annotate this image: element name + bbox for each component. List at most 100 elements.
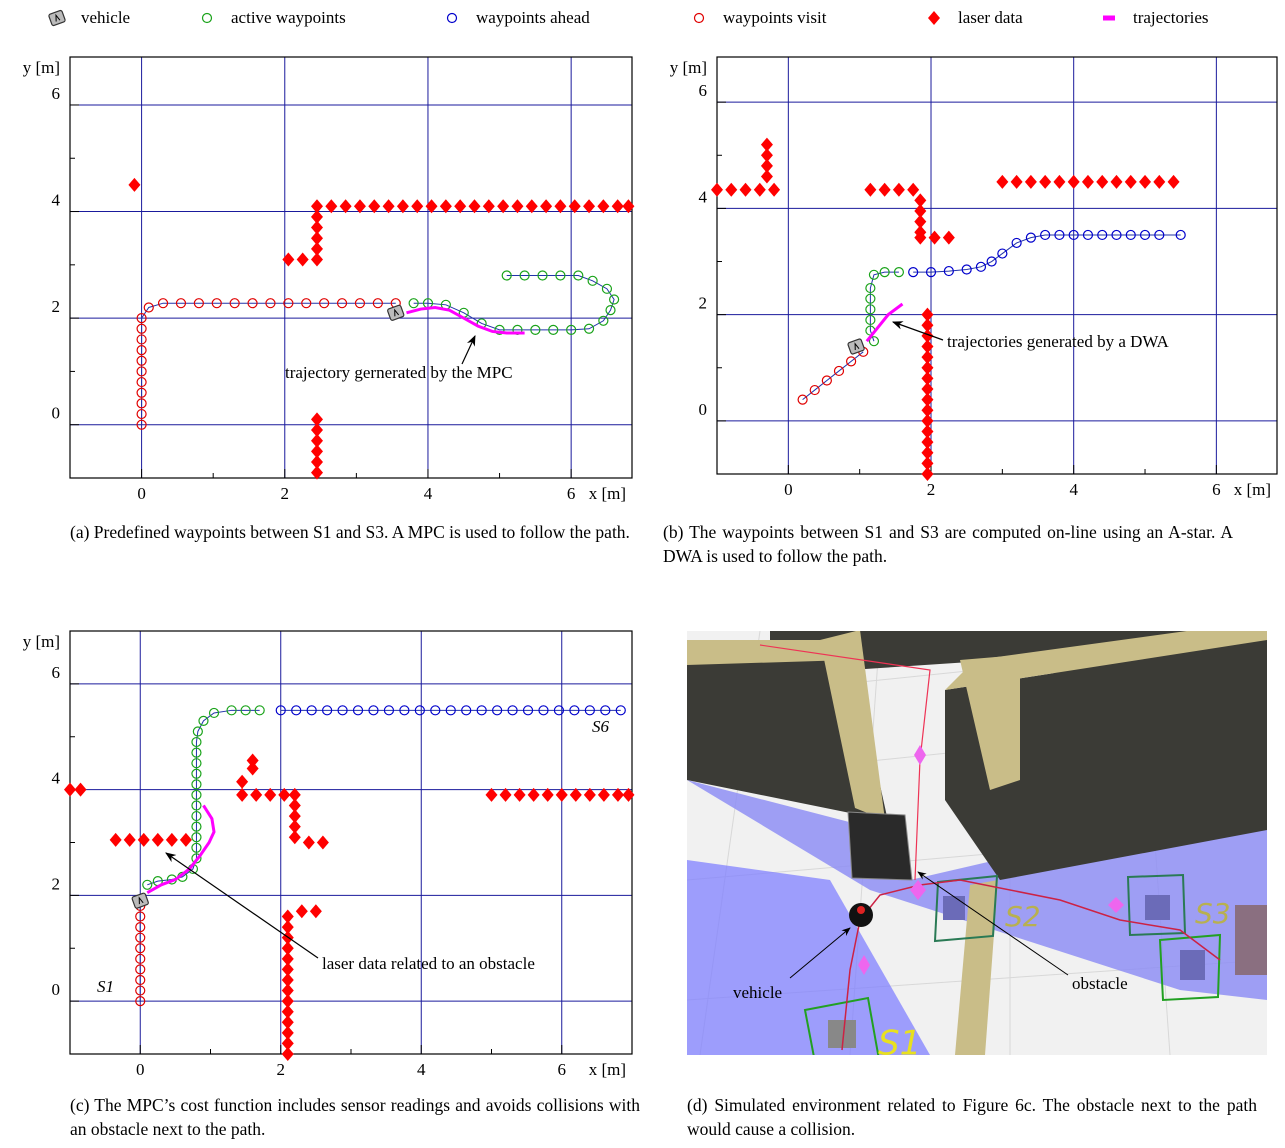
y-tick-label: 2	[52, 874, 61, 893]
annotation: obstacle	[1072, 974, 1128, 993]
caption: (a) Predefined waypoints between S1 and …	[70, 520, 640, 544]
laser-point	[289, 830, 301, 844]
y-tick-label: 4	[52, 769, 61, 788]
x-tick-label: 4	[1069, 480, 1078, 499]
x-tick-label: 0	[137, 484, 146, 503]
caption: (c) The MPC’s cost function includes sen…	[70, 1093, 640, 1141]
plot-frame	[717, 57, 1277, 474]
caption: (d) Simulated environment related to Fig…	[687, 1093, 1257, 1141]
laser-point	[138, 833, 150, 847]
laser-point	[907, 183, 919, 197]
laser-point	[921, 308, 933, 322]
laser-point	[1110, 175, 1122, 189]
waypoint	[695, 14, 704, 23]
waypoint	[203, 14, 212, 23]
y-tick-label: 0	[52, 980, 61, 999]
y-tick-label: 6	[52, 84, 61, 103]
laser-point	[928, 11, 940, 25]
figure: vehicle obstacle S1 S2 S3 vehicleactive …	[0, 0, 1285, 1148]
waypoint-label: S1	[878, 1024, 921, 1064]
laser-point	[152, 833, 164, 847]
plot-frame	[70, 57, 632, 478]
laser-point	[1025, 175, 1037, 189]
waypoint-label: S2	[1005, 900, 1041, 933]
vehicle	[48, 10, 65, 26]
laser-point	[180, 833, 192, 847]
y-tick-label: 0	[699, 400, 708, 419]
laser-point	[1082, 175, 1094, 189]
annotation: laser data related to an obstacle	[322, 954, 535, 973]
annotation: trajectory gernerated by the MPC	[285, 363, 513, 382]
vehicle-body	[48, 10, 65, 26]
x-axis-label: x [m]	[589, 484, 626, 503]
legend-label: waypoints visit	[723, 8, 827, 27]
laser-point	[754, 183, 766, 197]
legend-label: active waypoints	[231, 8, 346, 27]
x-tick-label: 0	[784, 480, 793, 499]
x-tick-label: 4	[417, 1060, 426, 1079]
laser-point	[310, 904, 322, 918]
laser-point	[128, 178, 140, 192]
page: vehicle obstacle S1 S2 S3 vehicleactive …	[0, 0, 1285, 1148]
simulation-render	[687, 620, 1267, 1078]
laser-point	[711, 183, 723, 197]
annotation-arrow	[893, 322, 943, 340]
laser-point	[303, 836, 315, 850]
laser-point	[1011, 175, 1023, 189]
laser-point	[1068, 175, 1080, 189]
laser-point	[282, 253, 294, 267]
laser-point	[110, 833, 122, 847]
y-tick-label: 4	[52, 190, 61, 209]
laser-point	[1125, 175, 1137, 189]
caption: (b) The waypoints between S1 and S3 are …	[663, 520, 1233, 568]
y-tick-label: 6	[699, 81, 708, 100]
waypoint-path	[414, 275, 614, 329]
annotation: trajectories generated by a DWA	[947, 332, 1170, 351]
laser-point	[1168, 175, 1180, 189]
annotation: vehicle	[733, 983, 782, 1002]
laser-point	[75, 783, 87, 797]
x-axis-label: x [m]	[589, 1060, 626, 1079]
trajectory	[867, 304, 903, 341]
laser-point	[893, 183, 905, 197]
y-tick-label: 6	[52, 663, 61, 682]
laser-point	[1153, 175, 1165, 189]
annotation: S1	[97, 977, 114, 996]
legend-label: waypoints ahead	[476, 8, 590, 27]
laser-point	[124, 833, 136, 847]
legend-label: laser data	[958, 8, 1023, 27]
laser-point	[1053, 175, 1065, 189]
x-tick-label: 6	[558, 1060, 567, 1079]
laser-point	[296, 904, 308, 918]
annotation-arrow	[462, 336, 475, 364]
y-tick-label: 0	[52, 404, 61, 423]
laser-point	[297, 253, 309, 267]
y-tick-label: 2	[699, 294, 708, 313]
laser-point	[996, 175, 1008, 189]
laser-point	[166, 833, 178, 847]
y-axis-label: y [m]	[670, 58, 707, 77]
laser-point	[1139, 175, 1151, 189]
laser-point	[725, 183, 737, 197]
y-tick-label: 4	[699, 187, 708, 206]
trajectory	[406, 307, 524, 333]
annotation-arrow	[166, 853, 318, 958]
waypoint-path	[913, 235, 1181, 272]
laser-point	[282, 910, 294, 924]
laser-point	[317, 836, 329, 850]
laser-point	[740, 183, 752, 197]
laser-point	[1096, 175, 1108, 189]
y-axis-label: y [m]	[23, 58, 60, 77]
x-tick-label: 6	[1212, 480, 1221, 499]
x-tick-label: 6	[567, 484, 576, 503]
laser-point	[1039, 175, 1051, 189]
laser-point	[247, 754, 259, 768]
y-tick-label: 2	[52, 297, 61, 316]
laser-point	[236, 775, 248, 789]
laser-point	[929, 231, 941, 245]
laser-point	[768, 183, 780, 197]
laser-point	[943, 231, 955, 245]
laser-point	[761, 138, 773, 152]
x-axis-label: x [m]	[1234, 480, 1271, 499]
x-tick-label: 4	[424, 484, 433, 503]
